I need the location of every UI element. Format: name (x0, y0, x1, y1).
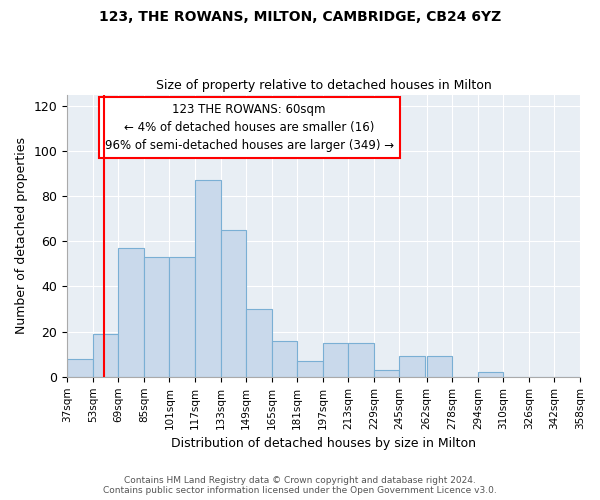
Bar (195, 180, 221, 377)
Bar (246, 309, 272, 377)
Bar (374, 370, 400, 377)
X-axis label: Distribution of detached houses by size in Milton: Distribution of detached houses by size … (171, 437, 476, 450)
Bar (297, 361, 323, 377)
Bar (272, 340, 297, 377)
Text: Contains HM Land Registry data © Crown copyright and database right 2024.
Contai: Contains HM Land Registry data © Crown c… (103, 476, 497, 495)
Bar (427, 356, 452, 377)
Bar (221, 230, 246, 377)
Text: 123, THE ROWANS, MILTON, CAMBRIDGE, CB24 6YZ: 123, THE ROWANS, MILTON, CAMBRIDGE, CB24… (99, 10, 501, 24)
Bar (118, 248, 144, 377)
Bar (323, 343, 349, 377)
Text: 123 THE ROWANS: 60sqm
← 4% of detached houses are smaller (16)
96% of semi-detac: 123 THE ROWANS: 60sqm ← 4% of detached h… (104, 103, 394, 152)
Bar (93, 334, 118, 377)
Bar (169, 257, 195, 377)
Y-axis label: Number of detached properties: Number of detached properties (15, 137, 28, 334)
Bar (144, 257, 169, 377)
Bar (478, 372, 503, 377)
Bar (349, 343, 374, 377)
Bar (67, 359, 93, 377)
Bar (400, 356, 425, 377)
Title: Size of property relative to detached houses in Milton: Size of property relative to detached ho… (156, 79, 491, 92)
